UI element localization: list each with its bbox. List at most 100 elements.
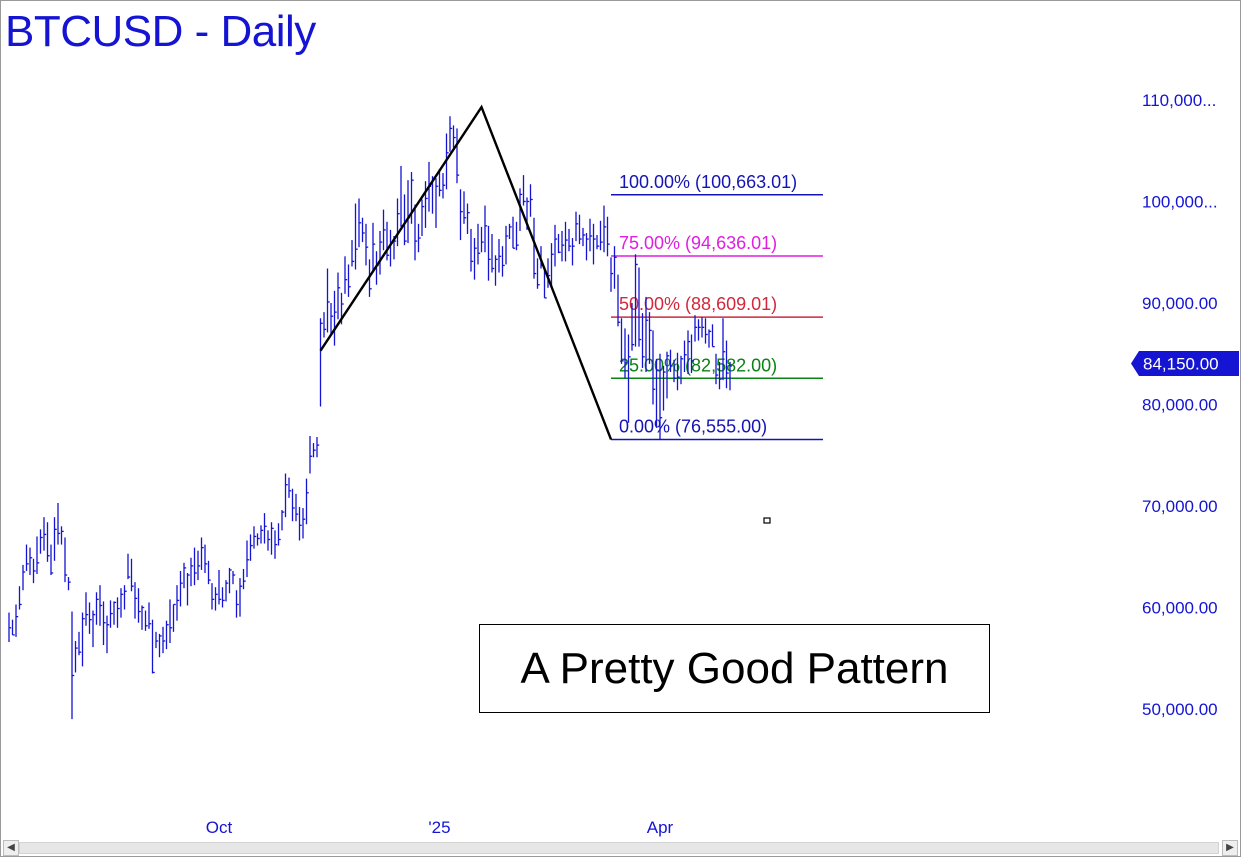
price-bar — [172, 603, 176, 632]
price-bar — [477, 223, 481, 265]
price-bar — [291, 488, 295, 522]
price-bar — [386, 221, 390, 261]
x-tick-label: Apr — [647, 818, 674, 837]
y-tick-label: 90,000.00 — [1142, 294, 1218, 313]
price-bar — [484, 205, 488, 253]
price-bar — [466, 203, 470, 234]
pattern-line — [319, 104, 613, 440]
price-bar — [256, 533, 260, 546]
price-bar — [197, 550, 201, 581]
price-bar — [519, 188, 523, 231]
price-bar — [638, 267, 642, 347]
fib-label: 0.00% (76,555.00) — [619, 416, 767, 436]
price-bar — [211, 583, 215, 610]
price-bar — [85, 592, 89, 626]
price-bar — [221, 587, 225, 608]
price-bar — [326, 268, 330, 333]
price-bar — [729, 361, 733, 391]
price-bar — [8, 612, 12, 643]
price-bar — [309, 435, 313, 474]
price-bar — [246, 540, 250, 578]
price-bar — [29, 547, 33, 576]
price-bar — [295, 493, 299, 522]
y-axis: 110,000... 100,000... 90,000.00 80,000.00 70… — [1142, 91, 1218, 719]
chart-title: BTCUSD - Daily — [5, 7, 316, 56]
price-bar — [697, 319, 701, 341]
price-bar — [498, 239, 502, 273]
price-bar — [515, 221, 519, 251]
price-bar — [596, 234, 600, 250]
price-bar — [620, 318, 624, 364]
price-bar — [533, 217, 537, 279]
price-bar — [599, 220, 603, 251]
price-bar — [438, 169, 442, 197]
price-bar — [550, 243, 554, 288]
scroll-left-button[interactable]: ◀ — [3, 840, 19, 856]
price-bar — [379, 230, 383, 275]
price-bar — [522, 175, 526, 206]
price-bar — [571, 238, 575, 266]
price-bar — [71, 611, 75, 720]
price-bar — [151, 619, 155, 674]
price-bar — [704, 318, 708, 344]
price-bar — [508, 223, 512, 240]
price-bar — [557, 233, 561, 254]
price-bar — [389, 229, 393, 267]
price-bar — [655, 358, 659, 428]
annotation-box: A Pretty Good Pattern — [479, 624, 990, 713]
price-bar — [480, 226, 484, 253]
price-bar — [60, 526, 64, 545]
price-bar — [358, 198, 362, 248]
price-bar — [410, 172, 414, 224]
price-bar — [529, 184, 533, 217]
price-bar — [141, 605, 145, 630]
price-bar — [344, 256, 348, 294]
y-tick-label: 60,000.00 — [1142, 599, 1218, 618]
price-bar — [81, 612, 85, 667]
price-bars — [8, 116, 733, 720]
price-bar — [641, 313, 645, 368]
price-bar — [228, 567, 232, 594]
price-bar — [316, 436, 320, 458]
scroll-right-button[interactable]: ▶ — [1222, 840, 1238, 856]
price-bar — [487, 225, 491, 281]
fib-label: 100.00% (100,663.01) — [619, 172, 797, 192]
price-bar — [617, 274, 621, 327]
price-bar — [134, 582, 138, 619]
horizontal-scrollbar[interactable]: ◀ ▶ — [1, 840, 1240, 856]
price-bar — [452, 125, 456, 148]
price-bar — [88, 602, 92, 634]
x-tick-label: Oct — [206, 818, 233, 837]
price-bar — [575, 211, 579, 242]
price-bar — [11, 619, 15, 636]
price-bar — [585, 232, 589, 261]
price-bar — [144, 610, 148, 631]
price-bar — [235, 590, 239, 618]
x-axis: Oct '25 Apr — [206, 818, 674, 837]
price-bar — [239, 578, 243, 617]
price-bar — [459, 189, 463, 241]
price-bar — [127, 553, 131, 580]
price-bar — [606, 216, 610, 257]
price-bar — [645, 296, 649, 373]
price-bar — [148, 602, 152, 629]
price-bar — [270, 522, 274, 555]
price-bar — [253, 526, 257, 549]
price-bar — [662, 365, 666, 411]
price-bar — [319, 318, 323, 407]
price-bar — [337, 272, 341, 320]
abc-pattern-lines — [319, 104, 613, 440]
price-bar — [120, 588, 124, 618]
fib-label: 50.00% (88,609.01) — [619, 294, 777, 314]
price-bar — [109, 600, 113, 628]
price-bar — [414, 204, 418, 261]
price-bar — [659, 353, 663, 440]
price-bar — [32, 558, 36, 584]
price-bar — [624, 328, 628, 379]
price-bar — [687, 330, 691, 375]
price-bar — [711, 324, 715, 348]
price-bar — [673, 359, 677, 383]
price-bar — [298, 507, 302, 541]
scrollbar-track[interactable] — [19, 842, 1219, 854]
